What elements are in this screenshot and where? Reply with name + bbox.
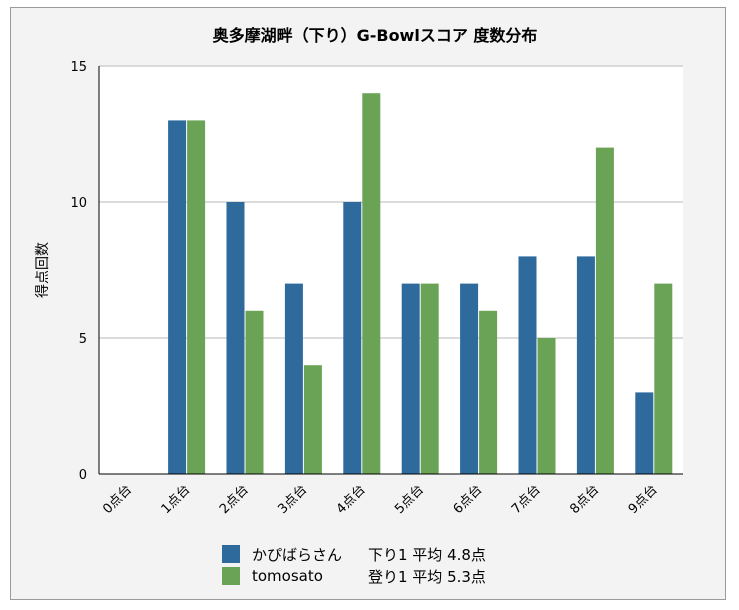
bar-series-1-6点台 xyxy=(460,283,479,474)
bar-series-1-3点台 xyxy=(284,283,303,474)
y-axis-label: 得点回数 xyxy=(34,242,51,298)
bar-series-2-4点台 xyxy=(362,93,381,474)
x-tick-label: 9点台 xyxy=(626,482,661,517)
bar-series-2-3点台 xyxy=(303,365,322,474)
legend: かぴばらさん 下り1 平均 4.8点 tomosato 登り1 平均 5.3点 xyxy=(222,543,486,587)
bar-series-2-1点台 xyxy=(187,120,206,475)
bar-series-2-2点台 xyxy=(245,310,264,474)
legend-label-series-1: かぴばらさん xyxy=(252,545,343,564)
x-tick-label: 8点台 xyxy=(567,482,602,517)
x-tick-label: 7点台 xyxy=(509,482,544,517)
bar-series-1-8点台 xyxy=(576,256,595,474)
x-tick-label: 1点台 xyxy=(159,482,194,517)
x-tick-label: 6点台 xyxy=(451,482,486,517)
y-tick-label: 5 xyxy=(79,332,87,347)
x-tick-label: 4点台 xyxy=(334,482,369,517)
bar-series-1-2点台 xyxy=(226,202,245,474)
bar-series-2-9点台 xyxy=(654,283,673,474)
bar-series-1-7点台 xyxy=(518,256,537,474)
x-tick-label: 0点台 xyxy=(100,482,135,517)
y-tick-label: 10 xyxy=(70,196,87,211)
bar-series-1-4点台 xyxy=(343,202,362,474)
legend-item-series-2: tomosato 登り1 平均 5.3点 xyxy=(222,565,486,587)
x-tick-label: 5点台 xyxy=(392,482,427,517)
x-tick-label: 3点台 xyxy=(275,482,310,517)
plot-background xyxy=(99,66,683,474)
bar-series-2-6点台 xyxy=(479,310,498,474)
bar-series-2-5点台 xyxy=(420,283,439,474)
bar-series-2-8点台 xyxy=(595,147,614,474)
plot-area: 0 5 10 15 0点台 1点台 2点台 3点台 4点台 5点台 6点台 7点台 8点台 9点台 xyxy=(70,60,683,517)
bar-series-1-5点台 xyxy=(401,283,420,474)
bar-series-2-7点台 xyxy=(537,338,556,474)
legend-stat-series-1: 下り1 平均 4.8点 xyxy=(368,545,486,564)
legend-label-series-2: tomosato xyxy=(252,567,323,585)
y-tick-label: 15 xyxy=(70,60,87,75)
legend-item-series-1: かぴばらさん 下り1 平均 4.8点 xyxy=(222,543,486,565)
bar-series-1-9点台 xyxy=(635,392,654,474)
legend-stat-series-2: 登り1 平均 5.3点 xyxy=(368,567,486,586)
x-tick-label: 2点台 xyxy=(217,482,252,517)
legend-swatch-series-2 xyxy=(222,567,240,585)
chart-title: 奥多摩湖畔（下り）G-Bowlスコア 度数分布 xyxy=(213,26,538,45)
y-tick-label: 0 xyxy=(79,468,87,483)
bar-series-1-1点台 xyxy=(168,120,187,475)
legend-swatch-series-1 xyxy=(222,545,240,563)
